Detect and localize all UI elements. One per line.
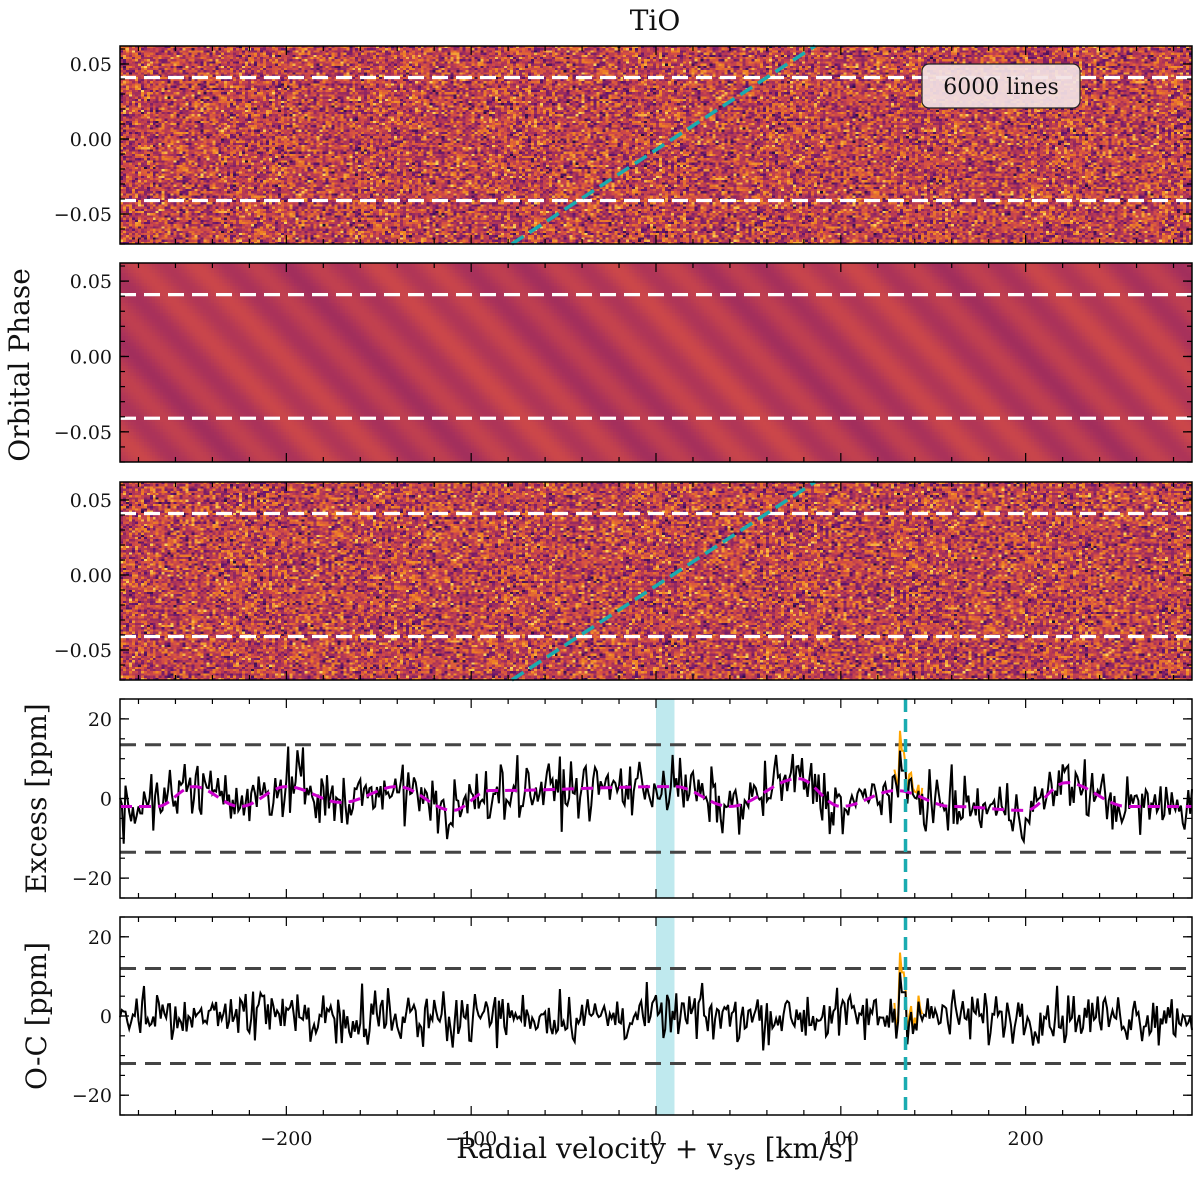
phase-tick-label: 0.00 <box>70 346 112 368</box>
phase-tick-label: 0.00 <box>70 565 112 587</box>
panel-model-map: 0.05 0.00 −0.05 <box>54 262 1193 463</box>
x-axis-label-main: Radial velocity + v <box>456 1132 723 1165</box>
phase-tick-label: 0.05 <box>70 54 112 76</box>
phase-tick-label: 0.00 <box>70 129 112 151</box>
x-axis: −200 −100 0 100 200 <box>260 1128 1044 1150</box>
ppm-tick-label: −20 <box>72 1085 112 1107</box>
panel-observed-map: 6000 lines 0.05 0.00 −0.05 <box>54 44 1193 246</box>
ppm-tick-label: −20 <box>72 868 112 890</box>
x-tick-label: 0 <box>650 1128 662 1150</box>
ccf-series <box>119 972 1193 1051</box>
ppm-tick-label: 0 <box>100 1006 112 1028</box>
panel-ylabel: O-C [ppm] <box>20 942 53 1090</box>
phase-tick-label: −0.05 <box>54 204 112 226</box>
x-tick-label: −200 <box>260 1128 312 1150</box>
phase-tick-label: −0.05 <box>54 422 112 444</box>
figure-title: TiO <box>630 4 681 37</box>
panel-residual-map: 0.05 0.00 −0.05 <box>54 480 1193 682</box>
heatmap-image <box>120 482 1192 680</box>
x-tick-label: 100 <box>823 1128 859 1150</box>
lines-annotation: 6000 lines <box>921 63 1081 109</box>
ppm-tick-label: 20 <box>88 927 112 949</box>
x-tick-label: −100 <box>445 1128 497 1150</box>
panel-o-c: 20 0 −20 O-C [ppm] <box>20 916 1193 1116</box>
heatmap-image <box>120 263 1192 462</box>
panel-excess: 20 0 −20 Excess [ppm] <box>20 698 1193 899</box>
x-tick-label: 200 <box>1008 1128 1044 1150</box>
phase-tick-label: 0.05 <box>70 490 112 512</box>
panel-ylabel: Excess [ppm] <box>20 703 53 893</box>
panels: 6000 lines0.050.00−0.050.050.00−0.050.05… <box>20 44 1193 1116</box>
x-axis-label-unit: [km/s] <box>756 1132 854 1165</box>
phase-tick-label: 0.05 <box>70 271 112 293</box>
annotation-text: 6000 lines <box>943 75 1059 100</box>
planet-trail <box>510 480 816 682</box>
x-axis-label: Radial velocity + vsys [km/s] <box>456 1132 854 1170</box>
ppm-tick-label: 20 <box>88 709 112 731</box>
planet-trail <box>510 44 816 246</box>
ppm-tick-label: 0 <box>100 789 112 811</box>
x-axis-label-sub: sys <box>723 1146 756 1170</box>
ccf-series <box>119 746 1193 845</box>
phase-tick-label: −0.05 <box>54 640 112 662</box>
model-series <box>120 777 1192 812</box>
phase-ylabel: Orbital Phase <box>3 268 36 462</box>
annotation-box <box>921 63 1081 109</box>
